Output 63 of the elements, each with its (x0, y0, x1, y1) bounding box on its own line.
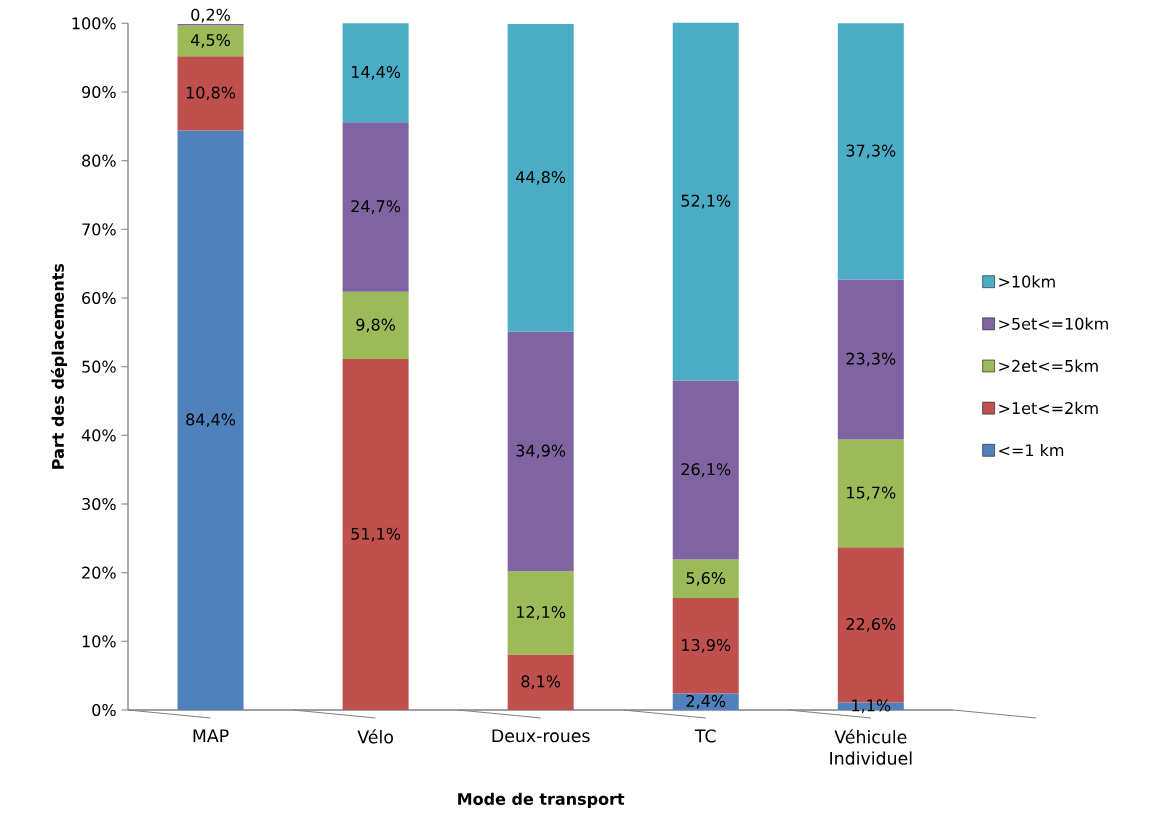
y-tick-label: 0% (92, 703, 116, 717)
bar (672, 22, 739, 381)
data-label: 10,8% (186, 86, 236, 101)
x-tick-label: MAP (193, 729, 229, 743)
data-label: 1,1% (852, 699, 891, 714)
data-label: 2,4% (686, 694, 726, 709)
x-tick-label: TC (694, 729, 716, 743)
legend-label: >1et<=2km (999, 401, 1098, 415)
y-tick-label: 20% (82, 566, 116, 579)
data-label: 44,8% (516, 170, 566, 185)
data-label: 37,3% (846, 144, 896, 159)
data-label: 12,1% (517, 605, 566, 620)
y-tick-label: 100% (72, 17, 116, 30)
data-label: 14,4% (351, 65, 401, 80)
x-tick-label: Vélo (357, 729, 393, 744)
data-label: 9,8% (356, 318, 396, 333)
y-axis-title: Part des déplacements (50, 263, 68, 469)
bar (342, 122, 409, 292)
bar (837, 23, 904, 280)
legend-label: <=1 km (999, 443, 1064, 457)
bar (507, 331, 574, 572)
y-tick-label: 90% (82, 85, 116, 99)
data-label: 15,7% (847, 486, 896, 501)
y-tick-label: 30% (82, 497, 116, 511)
legend-label: >5et<=10km (999, 317, 1108, 330)
bar (837, 439, 904, 548)
bar (177, 56, 244, 131)
bar (177, 130, 244, 710)
data-label: 8,1% (521, 675, 561, 690)
bar (672, 559, 739, 599)
legend-label: >2et<=5km (999, 359, 1098, 372)
bar (342, 291, 409, 360)
data-label: 26,1% (681, 463, 731, 477)
data-label: 0,2% (191, 8, 230, 23)
data-label: 84,4% (186, 413, 236, 428)
y-tick-label: 60% (82, 291, 116, 305)
x-tick-label: Deux-roues (492, 729, 590, 743)
x-tick-label: Véhicule Individuel (830, 729, 912, 765)
bar (507, 24, 574, 332)
bar (507, 654, 574, 710)
data-label: 51,1% (351, 527, 401, 542)
data-label: 23,3% (846, 352, 896, 367)
bar (507, 571, 574, 655)
data-label: 24,7% (351, 200, 401, 214)
data-label: 22,6% (846, 617, 896, 632)
data-label: 4,5% (190, 33, 230, 48)
data-label: 34,9% (516, 444, 566, 459)
y-tick-label: 50% (82, 360, 116, 373)
bar (177, 25, 244, 57)
bar (672, 598, 739, 694)
x-axis-title: Mode de transport (458, 792, 625, 809)
bar (837, 279, 904, 440)
data-label: 5,6% (686, 571, 726, 586)
data-label: 52,1% (681, 194, 731, 209)
legend-label: >10km (999, 275, 1055, 288)
bar (342, 23, 409, 123)
y-tick-label: 70% (82, 223, 116, 236)
bar (342, 359, 409, 710)
bar (672, 380, 739, 560)
y-tick-label: 40% (81, 429, 116, 442)
y-tick-label: 80% (82, 154, 116, 167)
data-label: 13,9% (682, 638, 731, 653)
y-tick-label: 10% (82, 635, 116, 648)
